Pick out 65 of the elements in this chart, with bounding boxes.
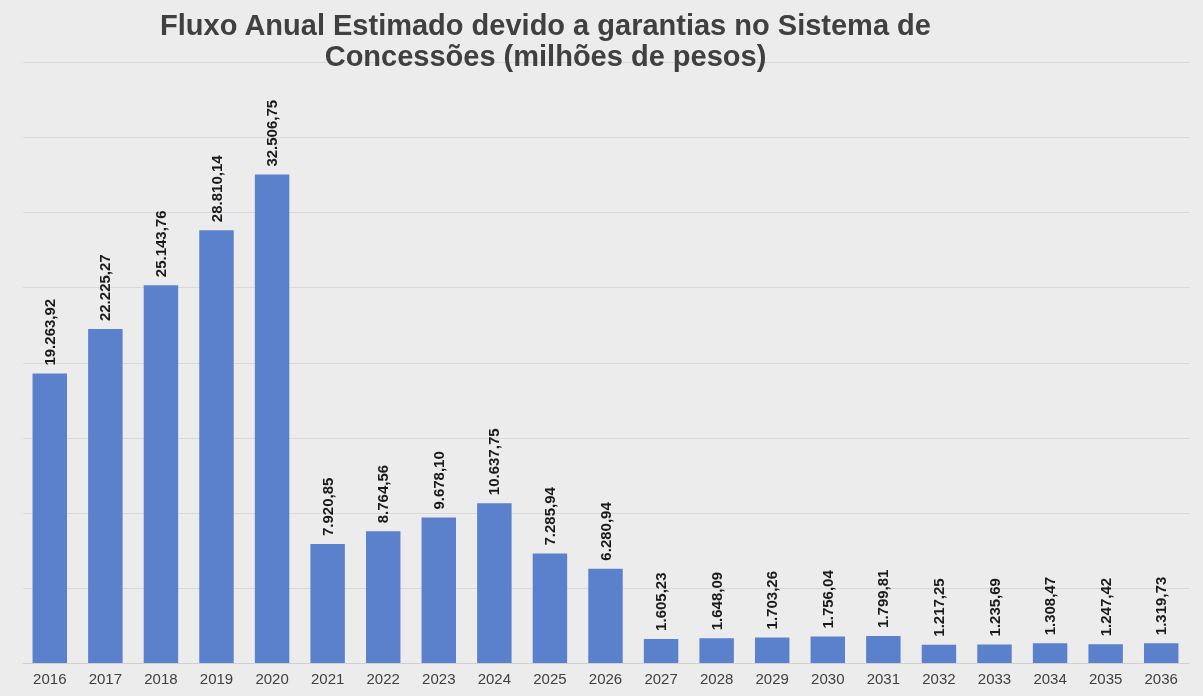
bar [143,285,179,663]
data-label: 25.143,76 [151,210,169,278]
bar [421,517,457,663]
bar [1088,644,1123,663]
data-label: 1.319,73 [1152,576,1170,636]
data-label: 7.920,85 [318,477,336,536]
bar [699,638,734,663]
bar [532,553,568,663]
x-tick-label: 2020 [255,669,289,687]
x-tick-label: 2035 [1088,669,1123,687]
bar [643,638,679,663]
text: Concessões (milhões de pesos) [324,40,767,72]
bar [32,373,68,663]
x-tick-label: 2022 [366,669,400,687]
x-tick-label: 2031 [866,669,901,687]
bar [866,635,901,663]
x-tick-label: 2016 [33,669,67,687]
x-tick-label: 2034 [1033,669,1067,687]
data-label: 1.703,26 [763,571,781,630]
bar [1143,643,1179,663]
data-label: 7.285,94 [540,486,558,546]
x-tick-label: 2026 [588,669,623,687]
x-tick-label: 2032 [922,669,956,687]
x-tick-label: 2029 [755,669,789,687]
data-label: 19.263,92 [40,298,58,366]
bar [810,636,846,663]
data-label: 8.764,56 [374,464,392,524]
x-tick-label: 2017 [88,669,123,687]
x-tick-label: 2023 [422,669,456,687]
x-tick-label: 2018 [144,669,178,687]
data-label: 1.605,23 [652,572,670,631]
x-tick-label: 2036 [1144,669,1178,687]
data-label: 32.506,75 [263,99,281,167]
x-tick-label: 2027 [644,669,678,687]
bar [254,174,290,663]
x-tick-label: 2033 [977,669,1012,687]
data-label: 1.648,09 [707,571,725,631]
data-label: 22.225,27 [96,254,114,322]
bar [310,543,345,663]
text: Fluxo Anual Estimado devido a garantias no Sistema de [160,9,931,41]
data-label: 1.756,04 [818,569,836,629]
data-label: 28.810,14 [207,154,225,223]
x-tick-label: 2024 [477,669,512,687]
x-tick-label: 2030 [811,669,845,687]
data-label: 9.678,10 [429,451,447,510]
data-label: 1.308,47 [1041,576,1059,636]
data-label: 1.247,42 [1096,577,1114,637]
bar [754,637,790,663]
data-label: 1.235,69 [985,578,1003,637]
bar [365,531,401,663]
bar [588,568,623,663]
bar [477,503,512,663]
x-tick-label: 2025 [533,669,567,687]
x-tick-label: 2019 [199,669,234,687]
data-label: 1.799,81 [874,569,892,628]
bar [1032,643,1068,663]
x-tick-label: 2021 [310,669,345,687]
bar [977,644,1012,663]
x-tick-label: 2028 [699,669,734,687]
bar [88,329,123,663]
data-label: 6.280,94 [596,501,614,561]
data-label: 10.637,75 [485,428,503,496]
bar [921,644,957,663]
bar [199,230,234,663]
data-label: 1.217,25 [929,578,947,637]
